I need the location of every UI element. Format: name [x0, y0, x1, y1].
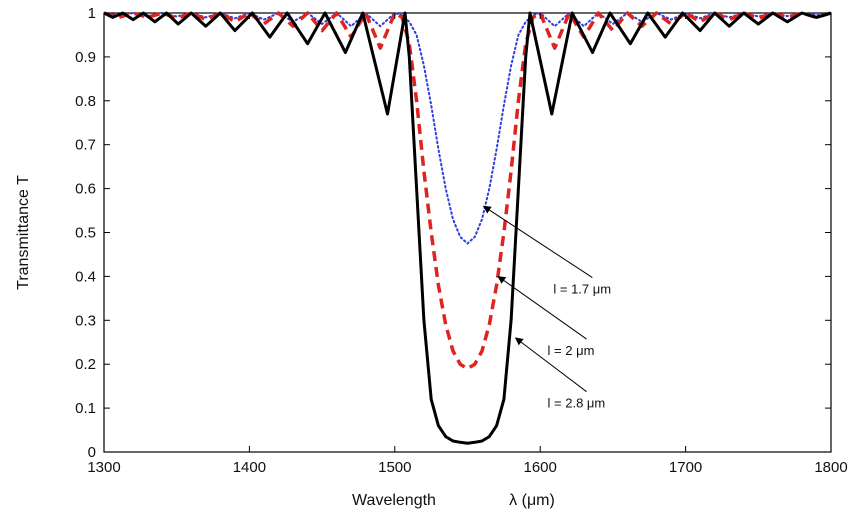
- annotation-label: l = 1.7 μm: [553, 282, 611, 297]
- annotations-layer: l = 1.7 μm l = 2 μm l = 2.8 μm: [482, 205, 611, 411]
- y-tick-label: 0.1: [75, 400, 96, 417]
- y-tick-label: 1: [88, 5, 96, 22]
- ticks-layer: 1300 1400 1500 1600 1700 1800 0 0.1 0.2 0.3 0.4 0.5…: [75, 5, 848, 476]
- series-layer: [104, 11, 831, 445]
- y-tick-label: 0.6: [75, 181, 96, 198]
- x-tick-label: 1800: [814, 459, 847, 476]
- x-axis-title-unit: λ (μm): [509, 492, 555, 509]
- series-line-1: [104, 11, 831, 371]
- x-tick-label: 1500: [378, 459, 411, 476]
- y-tick-label: 0: [88, 444, 96, 461]
- y-tick-label: 0.8: [75, 93, 96, 110]
- x-tick-label: 1400: [233, 459, 266, 476]
- y-tick-label: 0.7: [75, 137, 96, 154]
- plot-frame: [103, 12, 832, 453]
- y-tick-label: 0.9: [75, 49, 96, 66]
- x-tick-label: 1300: [87, 459, 120, 476]
- y-tick-label: 0.3: [75, 312, 96, 329]
- y-tick-label: 0.2: [75, 356, 96, 373]
- y-axis-title: Transmittance T: [15, 175, 32, 290]
- y-tick-label: 0.5: [75, 225, 96, 242]
- x-axis-title-word: Wavelength: [352, 492, 436, 509]
- x-tick-label: 1700: [669, 459, 702, 476]
- plot-area: 1300 1400 1500 1600 1700 1800 0 0.1 0.2 0.3 0.4 0.5…: [75, 5, 848, 476]
- annotation-arrow: [514, 337, 587, 393]
- annotation-arrow: [497, 275, 587, 340]
- annotation-label: l = 2.8 μm: [548, 396, 606, 411]
- annotation-label: l = 2 μm: [548, 343, 595, 358]
- series-line-2: [104, 11, 831, 445]
- series-line-0: [104, 12, 831, 245]
- x-tick-label: 1600: [524, 459, 557, 476]
- annotation-arrow: [482, 205, 593, 278]
- y-tick-label: 0.4: [75, 268, 96, 285]
